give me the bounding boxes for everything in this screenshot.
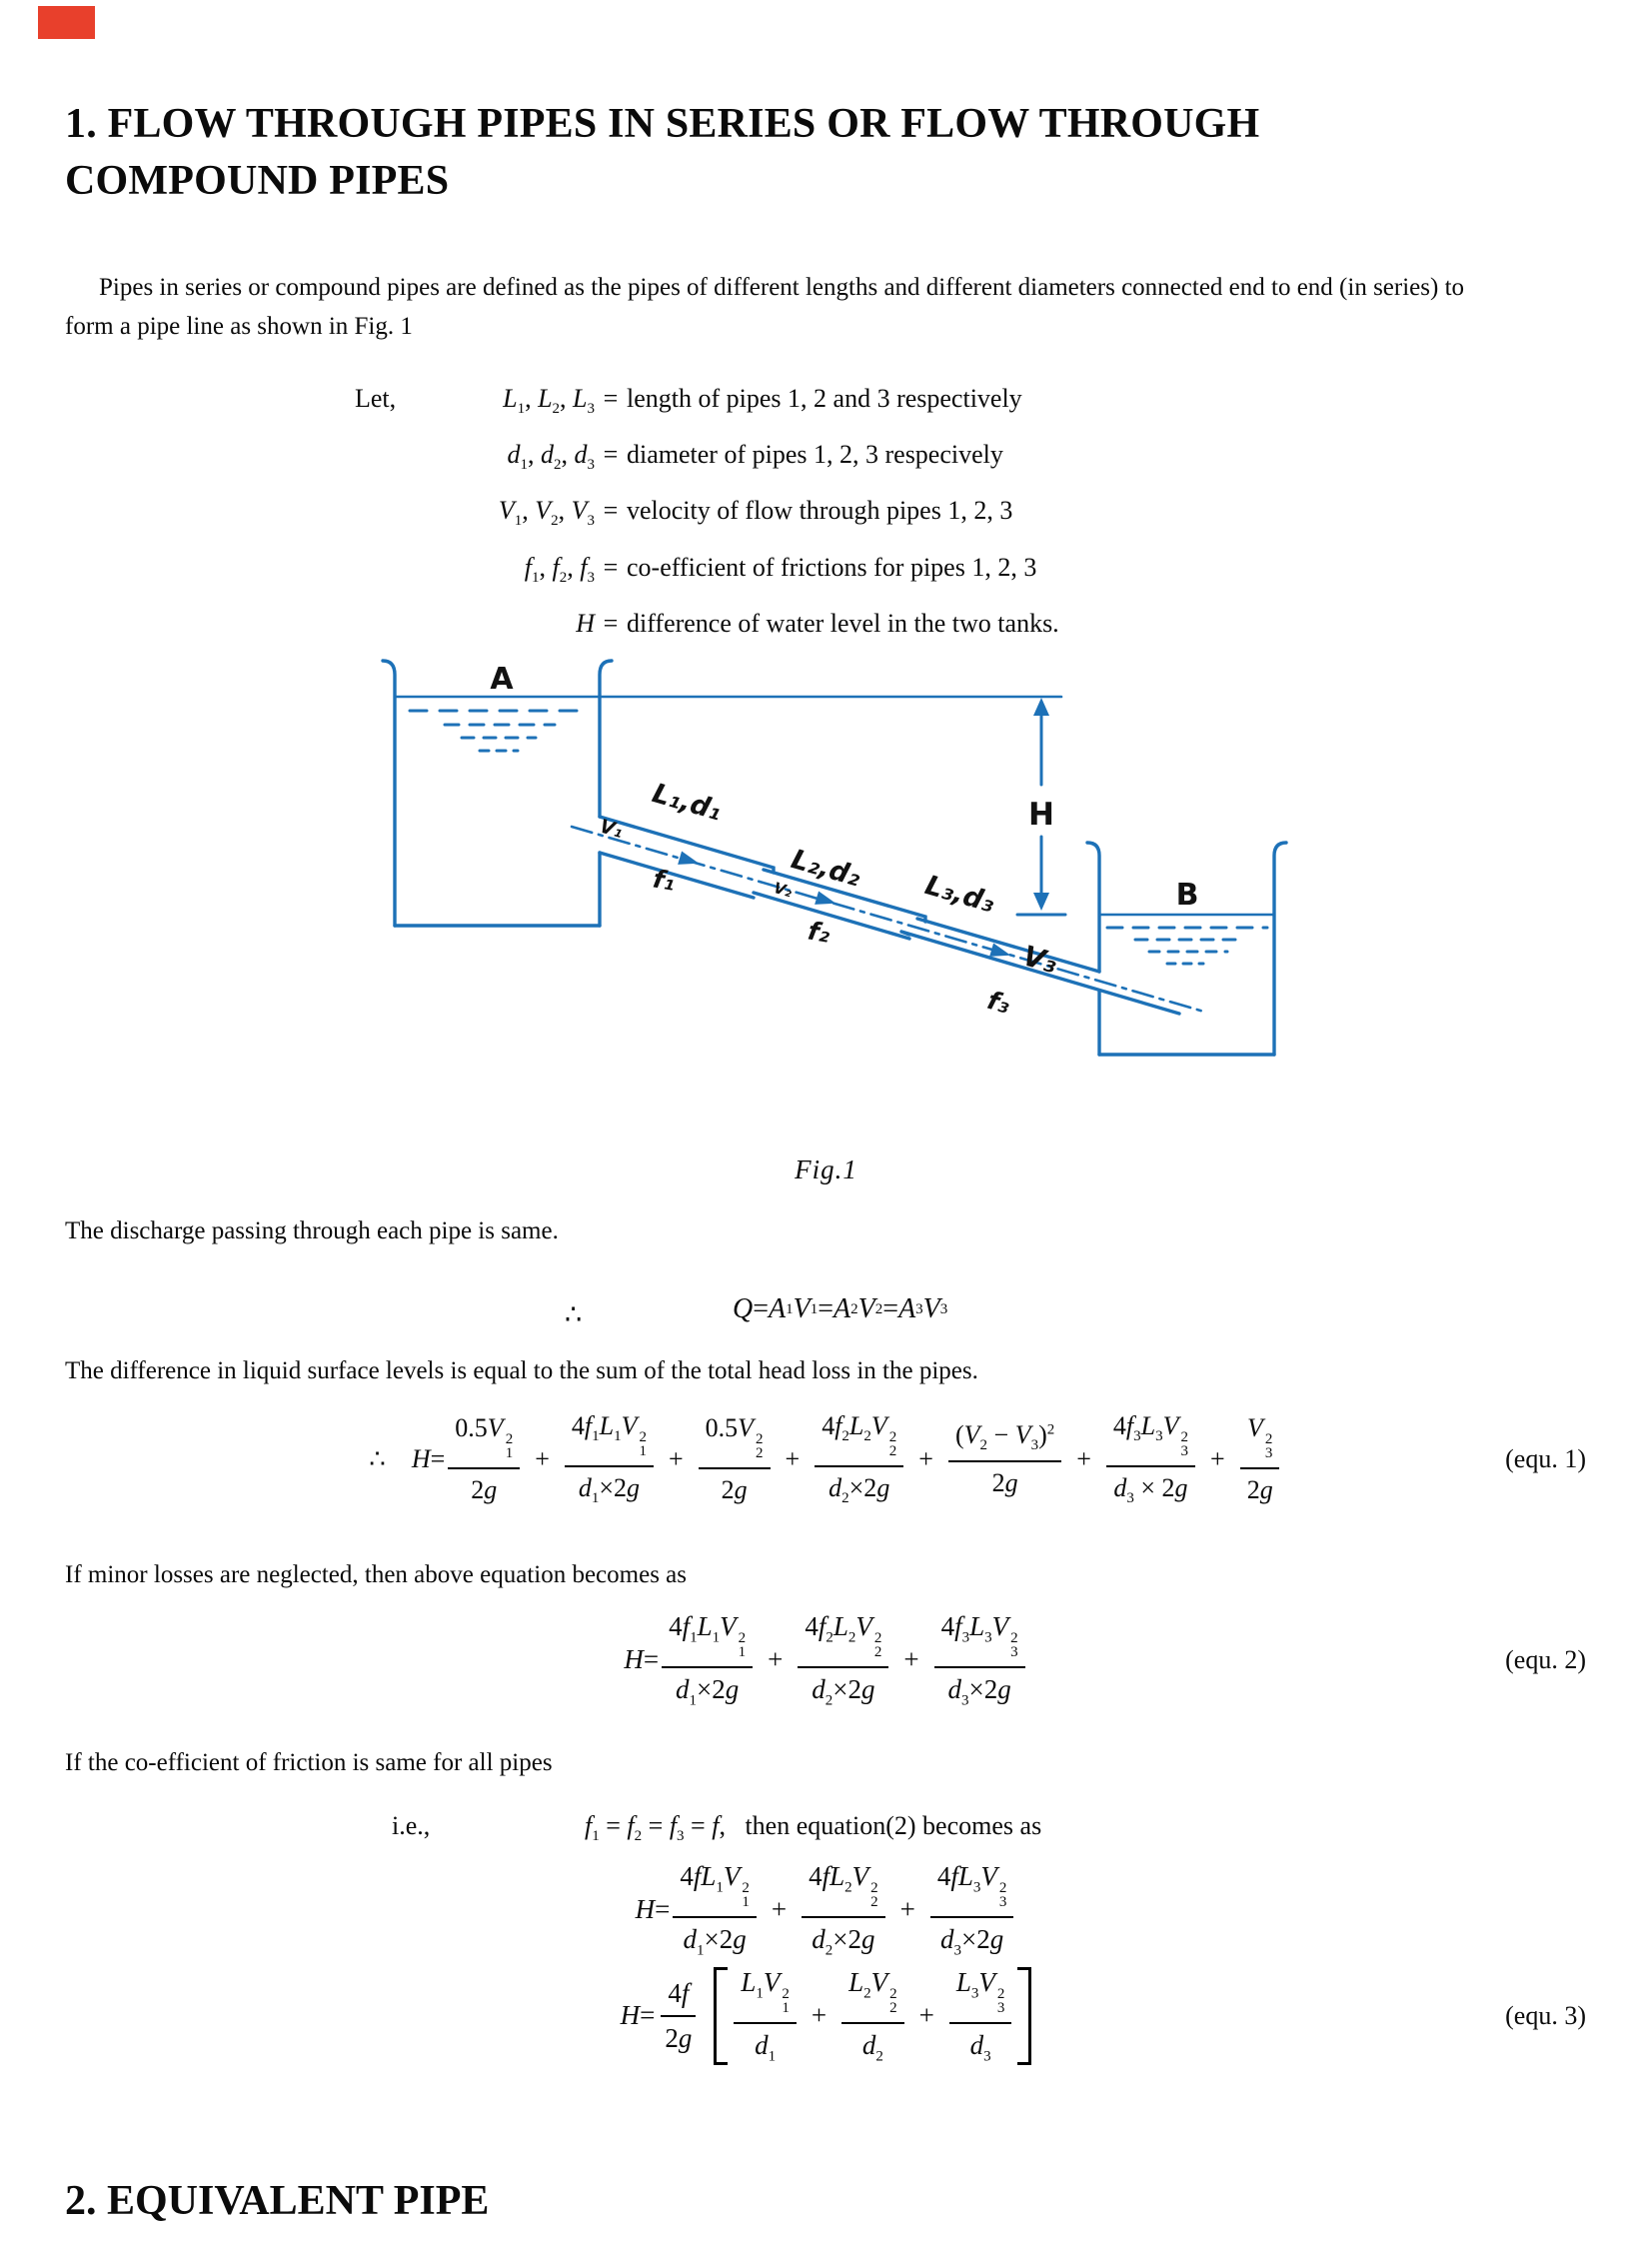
water-dashes-tank-b: [1105, 926, 1269, 966]
tank-a-left-wall: [381, 659, 397, 928]
equals-sign: =: [603, 384, 619, 413]
water-dashes-tank-a: [408, 709, 592, 753]
tank-a-label: A: [490, 662, 514, 697]
flow-arrow-3: [989, 943, 1011, 957]
equation-3a-row: H = 4fL1V 2 1 d1×2g +4fL2V 2 2 d2×2g +4fL3V 2 3 d3×…: [0, 1861, 1652, 1959]
pipe-centerline: [570, 825, 1209, 1015]
definition-symbols: V1, V2, V3: [498, 496, 595, 530]
pipe2-velocity-label: V₂: [772, 879, 795, 901]
definition-text: length of pipes 1, 2 and 3 respectively: [627, 384, 1022, 413]
let-word: Let,: [355, 384, 397, 413]
figure-pipes-in-series: A B H L₁,d₁ V₁ f₁ L₂,d₂ V₂ f₂ L₃,d₃ V₃ f…: [350, 635, 1299, 1065]
definition-symbols: f1, f2, f3: [524, 552, 595, 586]
definition-row: H = difference of water level in the two…: [430, 601, 1059, 646]
section-heading-1: 1. FLOW THROUGH PIPES IN SERIES OR FLOW …: [65, 101, 1260, 204]
flow-arrow-1: [678, 851, 700, 865]
intro-paragraph: Pipes in series or compound pipes are de…: [65, 274, 1465, 340]
pipe1-velocity-label: V₁: [598, 815, 626, 842]
pipe1-length-diameter-label: L₁,d₁: [649, 778, 725, 827]
equation-1-label: (equ. 1): [1505, 1443, 1586, 1473]
tank-b-left-wall-upper: [1085, 841, 1101, 974]
equals-sign: =: [603, 552, 619, 582]
equation-2-label: (equ. 2): [1505, 1644, 1586, 1674]
definition-row: f1, f2, f3 = co-efficient of frictions f…: [430, 545, 1059, 601]
red-annotation-marker: [38, 6, 95, 39]
minor-losses-paragraph: If minor losses are neglected, then abov…: [65, 1561, 687, 1588]
discharge-paragraph: The discharge passing through each pipe …: [65, 1217, 559, 1244]
definitions-list: L1, L2, L3 = length of pipes 1, 2 and 3 …: [430, 376, 1059, 646]
h-arrow-up-head: [1033, 698, 1049, 716]
h-arrow-down-head: [1033, 893, 1049, 911]
pipe2-length-diameter-label: L₂,d₂: [788, 844, 863, 893]
ie-word: i.e.,: [392, 1811, 431, 1840]
definition-symbols: d1, d2, d3: [507, 440, 596, 474]
pipes-diagram: A B H L₁,d₁ V₁ f₁ L₂,d₂ V₂ f₂ L₃,d₃ V₃ f…: [381, 659, 1288, 1057]
tank-b-label: B: [1176, 878, 1199, 913]
equation-3: H = 4f 2g L1V 2 1 d1 + L2V 2 2 d2 + L3V 2 3 d3: [621, 1967, 1032, 2065]
pipe3-friction-label: f₃: [984, 986, 1013, 1020]
equation-1-row: ∴ H = 0.5V 2 1 2g +4f1L1V 2 1 d1×2g +0.5V 2 2 2g +4f…: [0, 1411, 1652, 1507]
friction-equality-line: f1 = f2 = f3 = f, then equation(2) becom…: [585, 1811, 1042, 1845]
pipe1-friction-label: f₁: [651, 864, 678, 896]
pipe3-length-diameter-label: L₃,d₃: [921, 870, 997, 919]
equation-1: ∴ H = 0.5V 2 1 2g +4f1L1V 2 1 d1×2g +0.5V 2 2 2g +4f…: [369, 1411, 1282, 1507]
pipe3-velocity-label: V₃: [1019, 939, 1061, 980]
definition-text: difference of water level in the two tan…: [627, 608, 1059, 638]
tank-a-right-wall-upper: [598, 659, 614, 819]
pipe2-friction-label: f₂: [806, 916, 832, 948]
diagram-linework: [381, 659, 1288, 1057]
definition-row: d1, d2, d3 = diameter of pipes 1, 2, 3 r…: [430, 432, 1059, 488]
equals-sign: =: [603, 608, 619, 638]
equation-3-row: H = 4f 2g L1V 2 1 d1 + L2V 2 2 d2 + L3V 2 3 d3 (equ. 3): [0, 1967, 1652, 2065]
equation-2-row: H = 4f1L1V 2 1 d1×2g +4f2L2V 2 2 d2×2g +4f3L3V 2 3…: [0, 1611, 1652, 1709]
pipe-bottom-edges: [598, 851, 1181, 1016]
arrowheads: [678, 698, 1049, 957]
equation-3a: H = 4fL1V 2 1 d1×2g +4fL2V 2 2 d2×2g +4fL3V 2 3 d3×…: [636, 1861, 1017, 1959]
flow-arrow-2: [815, 891, 836, 905]
equals-sign: =: [603, 496, 619, 526]
definition-text: velocity of flow through pipes 1, 2, 3: [627, 496, 1013, 526]
diagram-labels: A B H L₁,d₁ V₁ f₁ L₂,d₂ V₂ f₂ L₃,d₃ V₃ f…: [490, 662, 1198, 1020]
definition-row: V1, V2, V3 = velocity of flow through pi…: [430, 488, 1059, 544]
pipe-top-edges: [598, 815, 1101, 974]
section-heading-2: 2. EQUIVALENT PIPE: [65, 2178, 490, 2224]
definition-row: L1, L2, L3 = length of pipes 1, 2 and 3 …: [430, 376, 1059, 432]
definition-symbols: L1, L2, L3: [503, 384, 595, 418]
definition-text: co-efficient of frictions for pipes 1, 2…: [627, 552, 1037, 582]
tank-b-right-wall: [1272, 841, 1288, 1057]
equals-sign: =: [603, 440, 619, 470]
definition-text: diameter of pipes 1, 2, 3 respecively: [627, 440, 1003, 470]
friction-paragraph: If the co-efficient of friction is same …: [65, 1749, 553, 1776]
head-difference-label: H: [1028, 797, 1054, 833]
therefore-symbol: ∴: [565, 1299, 583, 1329]
figure-caption: Fig.1: [795, 1154, 857, 1184]
equation-3-label: (equ. 3): [1505, 2000, 1586, 2030]
difference-paragraph: The difference in liquid surface levels …: [65, 1357, 978, 1384]
equation-2: H = 4f1L1V 2 1 d1×2g +4f2L2V 2 2 d2×2g +4f3L3V 2 3…: [624, 1611, 1027, 1709]
definition-symbols: H: [576, 608, 595, 638]
